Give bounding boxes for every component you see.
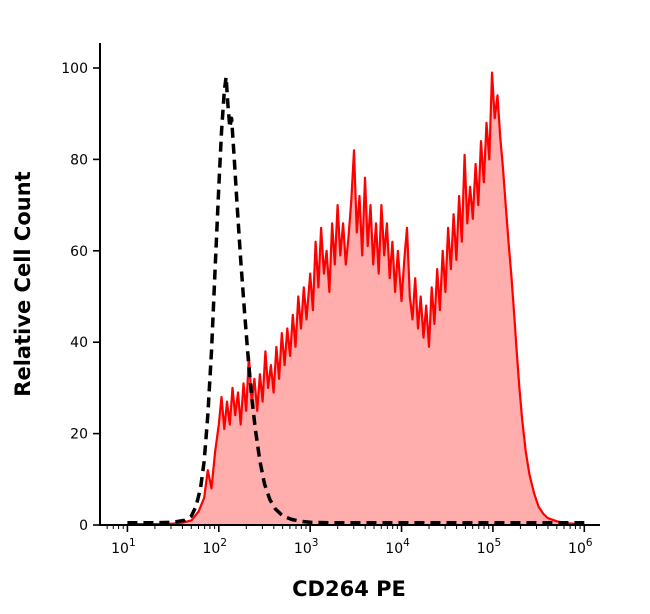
x-tick-label: 105 xyxy=(477,537,502,557)
y-tick-label: 80 xyxy=(70,152,88,168)
x-tick-label: 104 xyxy=(385,537,410,557)
x-axis-label: CD264 PE xyxy=(292,577,406,601)
x-tick-label: 101 xyxy=(111,537,136,557)
x-tick-label: 106 xyxy=(568,537,593,557)
series-layer xyxy=(127,71,585,526)
x-tick-label: 103 xyxy=(294,537,319,557)
y-tick-label: 20 xyxy=(70,427,88,443)
isotype-control-curve xyxy=(127,75,585,525)
y-tick-label: 0 xyxy=(79,518,88,534)
x-tick-label: 102 xyxy=(203,537,228,557)
y-tick-label: 40 xyxy=(70,335,88,351)
y-tick-label: 100 xyxy=(61,61,88,77)
y-axis-label: Relative Cell Count xyxy=(11,171,35,396)
axes-layer: 0 20 40 60 80 100 101 102 103 104 105 106 xyxy=(61,43,600,557)
cd264-pe-sample-fill xyxy=(127,72,585,525)
y-tick-label: 60 xyxy=(70,244,88,260)
